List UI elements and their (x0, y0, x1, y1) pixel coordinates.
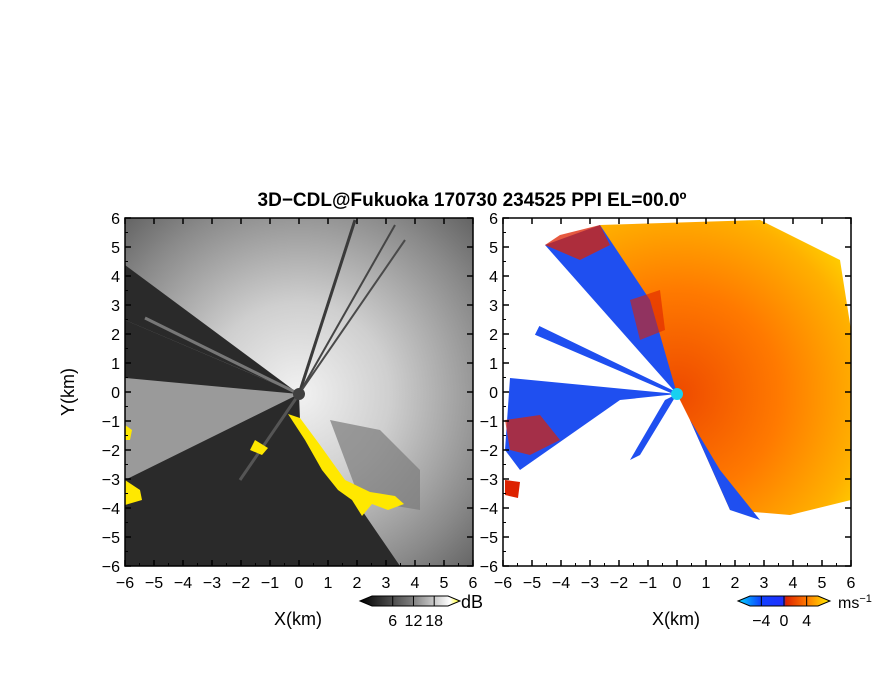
y-tick-label: −3 (480, 472, 498, 489)
y-tick-label: −1 (102, 414, 120, 431)
y-tick-label: 5 (489, 240, 498, 257)
x-tick-label: 1 (324, 575, 333, 592)
x-tick-label: −5 (523, 575, 541, 592)
y-tick-label: −2 (480, 443, 498, 460)
x-tick-label: −6 (116, 575, 134, 592)
y-tick-label: −6 (102, 559, 120, 576)
snr-axis-ticks: −6 −5 −4 −3 −2 −1 0 1 2 3 4 5 6 −6 −5 −4 −3 −2 −1 0 1 2 3 4 5 6 (102, 211, 478, 592)
x-tick-label: −5 (145, 575, 163, 592)
colorbar-tick-label: 12 (405, 613, 423, 630)
y-tick-label: 2 (111, 327, 120, 344)
velocity-radar-site-marker (671, 388, 683, 400)
velocity-colorbar-unit: ms−1 (838, 593, 872, 612)
x-tick-label: −1 (261, 575, 279, 592)
snr-colorbar (358, 595, 462, 607)
snr-image (125, 218, 473, 566)
velocity-image (503, 218, 851, 566)
velocity-colorbar-ticks: −4 0 4 (752, 596, 811, 630)
x-tick-label: −2 (232, 575, 250, 592)
y-tick-label: −4 (480, 501, 498, 518)
x-tick-label: −3 (581, 575, 599, 592)
y-tick-label: 0 (489, 385, 498, 402)
velocity-negative-region (630, 394, 677, 460)
x-tick-label: 0 (673, 575, 682, 592)
snr-beam-ray (144, 316, 300, 396)
velocity-speckle-region (630, 290, 665, 340)
x-tick-label: 6 (469, 575, 478, 592)
snr-clutter-highlight (125, 480, 142, 505)
snr-colorbar-unit: dB (461, 592, 483, 612)
x-tick-label: 5 (818, 575, 827, 592)
snr-bright-sector-west (125, 378, 299, 480)
snr-beam-ray (297, 219, 357, 395)
y-tick-label: 4 (111, 269, 120, 286)
y-tick-label: 6 (111, 211, 120, 228)
snr-colorbar-ticks: 6 12 18 (388, 596, 443, 630)
x-tick-label: 2 (353, 575, 362, 592)
velocity-x-axis-label: X(km) (652, 609, 700, 629)
velocity-speckle-region (505, 480, 520, 498)
x-tick-label: 5 (440, 575, 449, 592)
snr-clutter-highlight (288, 414, 404, 516)
snr-radar-site-marker (293, 388, 305, 400)
y-tick-label: −1 (480, 414, 498, 431)
y-tick-label: 6 (489, 211, 498, 228)
y-tick-label: 2 (489, 327, 498, 344)
snr-beam-ray (238, 393, 301, 481)
x-tick-label: −4 (174, 575, 192, 592)
x-tick-label: 1 (702, 575, 711, 592)
x-tick-label: 4 (789, 575, 798, 592)
x-tick-label: −4 (552, 575, 570, 592)
colorbar-tick-label: 18 (425, 613, 443, 630)
velocity-negative-region (505, 378, 677, 470)
snr-clutter-highlight (250, 440, 268, 455)
velocity-speckle-region (505, 415, 560, 455)
velocity-positive-region (600, 220, 851, 515)
x-tick-label: 3 (382, 575, 391, 592)
colorbar-tick-label: 0 (780, 613, 789, 630)
y-tick-label: −5 (480, 530, 498, 547)
colorbar-tick-label: −4 (752, 613, 770, 630)
x-tick-label: −2 (610, 575, 628, 592)
y-tick-label: 5 (111, 240, 120, 257)
snr-shadow-region (330, 420, 420, 510)
velocity-negative-region (545, 225, 677, 394)
x-tick-label: −6 (494, 575, 512, 592)
velocity-negative-ray (534, 326, 678, 396)
x-tick-label: −3 (203, 575, 221, 592)
snr-beam-ray (298, 224, 396, 395)
velocity-speckle-region (545, 225, 610, 260)
y-tick-label: −2 (102, 443, 120, 460)
colorbar-tick-label: 4 (802, 613, 811, 630)
y-tick-label: 1 (489, 356, 498, 373)
x-tick-label: −1 (639, 575, 657, 592)
snr-dark-wedge (125, 265, 299, 394)
colorbar-tick-label: 6 (388, 613, 397, 630)
y-tick-label: 3 (111, 298, 120, 315)
figure-title: 3D−CDL@Fukuoka 170730 234525 PPI EL=00.0… (258, 190, 687, 211)
y-tick-label: −5 (102, 530, 120, 547)
y-tick-label: −6 (480, 559, 498, 576)
snr-beam-ray (298, 239, 406, 395)
x-tick-label: 6 (847, 575, 856, 592)
x-tick-label: 0 (295, 575, 304, 592)
velocity-axis-ticks: −6 −5 −4 −3 −2 −1 0 1 2 3 4 5 6 −6 −5 −4 −3 −2 −1 0 1 2 3 4 5 6 (480, 211, 856, 592)
y-tick-label: 3 (489, 298, 498, 315)
snr-y-axis-label: Y(km) (58, 368, 78, 416)
y-tick-label: 1 (111, 356, 120, 373)
y-tick-label: −4 (102, 501, 120, 518)
x-tick-label: 4 (411, 575, 420, 592)
y-tick-label: 4 (489, 269, 498, 286)
snr-clutter-highlight (125, 425, 132, 440)
x-tick-label: 3 (760, 575, 769, 592)
y-tick-label: −3 (102, 472, 120, 489)
x-tick-label: 2 (731, 575, 740, 592)
snr-x-axis-label: X(km) (274, 609, 322, 629)
y-tick-label: 0 (111, 385, 120, 402)
